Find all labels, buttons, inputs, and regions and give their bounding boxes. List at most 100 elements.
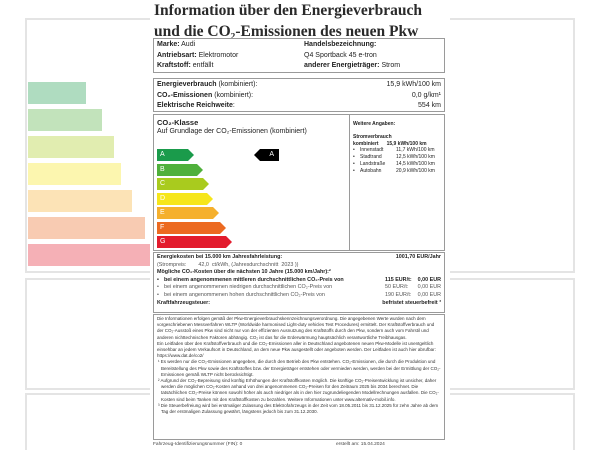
co2-label-text: CO₂-Emissionen bbox=[157, 91, 213, 99]
energietraeger-label: anderer Energieträger: bbox=[304, 62, 380, 69]
kraftstoff-value: entfällt bbox=[192, 62, 214, 69]
range-value: 554 km bbox=[418, 102, 441, 109]
co2-class-bar-c: C bbox=[157, 178, 209, 190]
co2-class-bar-e: E bbox=[157, 207, 219, 219]
strompreis: (Strompreis: 42,0 ct/kWh, (Jahresdurchsc… bbox=[157, 261, 299, 268]
further-item-value: 12,5 kWh/100 km bbox=[396, 154, 435, 161]
co2-cost-row: • bei einem angenommenen hohen durchschni… bbox=[157, 292, 441, 300]
lower-section: Die Informationen erfolgen gemäß der Pkw… bbox=[153, 314, 445, 448]
co2-cost-row: • bei einem angenommenen mittleren durchs… bbox=[157, 277, 441, 285]
vehicle-right-col: Handelsbezeichnung: Q4 Sportback 45 e-tr… bbox=[304, 40, 400, 72]
further-heading: Weitere Angaben: bbox=[353, 121, 396, 127]
range-colon: : bbox=[232, 102, 235, 109]
tax-label: Kraftfahrzeugsteuer: bbox=[157, 299, 211, 306]
kombiniert-value: 15,9 kWh/100 km bbox=[386, 140, 427, 147]
co2-class-bar-g: G bbox=[157, 236, 232, 248]
marke-value: Audi bbox=[181, 41, 196, 48]
further-item-label: Stadtrand bbox=[360, 154, 382, 161]
further-item-label: Autobahn bbox=[360, 167, 382, 174]
fin: Fahrzeug-Identifizierungsnummer (FIN): 0 bbox=[153, 442, 243, 447]
energy-qualifier: (kombiniert): bbox=[218, 81, 258, 88]
energy-value: 15,9 kWh/100 km bbox=[386, 81, 441, 88]
energy-label-text: Energieverbrauch bbox=[157, 81, 217, 88]
co2-class-bar-a: A bbox=[157, 149, 194, 161]
background-class-bar bbox=[28, 217, 146, 239]
background-class-bar bbox=[28, 190, 133, 212]
footnote-2: ² Aufgrund der CO₂-Bepreisung sind künft… bbox=[158, 378, 439, 402]
co2-cost-text: bei einem angenommenen niedrigen durchsc… bbox=[164, 284, 333, 291]
further-item: • Stadtrand 12,5 kWh/100 km bbox=[353, 154, 445, 161]
handel-value: Q4 Sportback 45 e-tron bbox=[304, 51, 377, 59]
handel-label: Handelsbezeichnung: bbox=[304, 41, 377, 48]
bullet: • bbox=[353, 154, 355, 161]
strom-label: Stromverbrauch bbox=[353, 133, 392, 140]
current-class-indicator: A bbox=[254, 149, 279, 161]
bullet: • bbox=[157, 291, 159, 298]
background-class-bar bbox=[28, 136, 114, 158]
co2-value: 0,0 g/km¹ bbox=[411, 91, 441, 99]
co2-price: 190 EUR/t: bbox=[385, 291, 412, 298]
divider bbox=[349, 115, 350, 250]
notes-box: Die Informationen erfolgen gemäß der Pkw… bbox=[153, 314, 445, 440]
label-title: Information über den Energieverbrauch un… bbox=[154, 0, 450, 42]
co2-class-bar-d: D bbox=[157, 192, 213, 205]
kraftstoff-label: Kraftstoff: bbox=[157, 62, 191, 69]
co2-row: CO₂-Emissionen (kombiniert): 0,0 g/km¹ bbox=[157, 91, 441, 102]
kombiniert-label: kombiniert bbox=[353, 140, 379, 147]
energy-label: Information über den Energieverbrauch un… bbox=[150, 0, 450, 450]
bullet: • bbox=[157, 276, 159, 283]
co2-cost-value: 0,00 EUR bbox=[417, 284, 441, 291]
energy-cost-label: Energiekosten bei 15.000 km Jahresfahrle… bbox=[157, 254, 283, 260]
further-item-value: 11,7 kWh/100 km bbox=[396, 147, 435, 154]
co2-class-subheading: Auf Grundlage der CO₂-Emissionen (kombin… bbox=[157, 128, 307, 135]
costs-box: Energiekosten bei 15.000 km Jahresfahrle… bbox=[153, 252, 445, 313]
created-date: erstellt am: 15.04.2024 bbox=[336, 442, 385, 447]
title-line: und die CO₂-Emissionen des neuen Pkw bbox=[154, 23, 419, 40]
further-item-value: 14,5 kWh/100 km bbox=[396, 160, 435, 167]
co2-cost-rows: • bei einem angenommenen mittleren durchs… bbox=[157, 277, 441, 300]
further-info: Weitere Angaben: Stromverbrauch kombinie… bbox=[353, 121, 445, 175]
note-paragraph: Die Informationen erfolgen gemäß der Pkw… bbox=[157, 316, 435, 340]
further-item-value: 20,9 kWh/100 km bbox=[396, 167, 435, 174]
energy-cost-value: 1001,70 EUR/Jahr bbox=[395, 254, 441, 260]
co2-cost-row: • bei einem angenommenen niedrigen durchs… bbox=[157, 284, 441, 292]
co2-cost-value: 0,00 EUR bbox=[417, 291, 441, 298]
co2-cost-heading: Mögliche CO₂-Kosten über die nächsten 10… bbox=[157, 269, 331, 276]
vehicle-left-col: Marke: Audi Antriebsart: Elektromotor Kr… bbox=[157, 40, 238, 72]
co2-price: 50 EUR/t: bbox=[385, 284, 409, 291]
co2-cost-text: bei einem angenommenen hohen durchschnit… bbox=[164, 291, 325, 298]
marke-label: Marke: bbox=[157, 41, 180, 48]
co2-class-heading: CO₂-Klasse bbox=[157, 118, 199, 127]
bullet: • bbox=[353, 147, 355, 154]
range-label-text: Elektrische Reichweite bbox=[157, 102, 233, 109]
marke-row: Marke: Audi bbox=[157, 40, 238, 51]
title-line: Information über den Energieverbrauch bbox=[154, 2, 422, 19]
background-class-bar bbox=[28, 163, 121, 185]
further-item: • Innenstadt 11,7 kWh/100 km bbox=[353, 147, 445, 154]
co2-class-bar-b: B bbox=[157, 163, 203, 176]
antrieb-value: Elektromotor bbox=[198, 51, 239, 59]
bullet: • bbox=[353, 167, 355, 174]
vehicle-info-box: Marke: Audi Antriebsart: Elektromotor Kr… bbox=[153, 38, 445, 73]
co2-cost-text: bei einem angenommenen mittleren durchsc… bbox=[164, 276, 344, 283]
consumption-box: Energieverbrauch (kombiniert): 15,9 kWh/1… bbox=[153, 78, 445, 112]
footnote-3: ³ Die Steuerbefreiung wird bei erstmalig… bbox=[158, 402, 439, 415]
background-class-bar bbox=[28, 82, 86, 104]
background-class-bar bbox=[28, 109, 103, 131]
bullet: • bbox=[353, 160, 355, 167]
co2-qualifier: (kombiniert): bbox=[214, 91, 254, 99]
footer: Fahrzeug-Identifizierungsnummer (FIN): 0… bbox=[153, 441, 445, 448]
antrieb-row: Antriebsart: Elektromotor bbox=[157, 51, 238, 62]
further-item-label: Landstraße bbox=[360, 160, 386, 167]
co2-class-box: CO₂-Klasse Auf Grundlage der CO₂-Emissio… bbox=[153, 114, 445, 251]
further-item: • Autobahn 20,9 kWh/100 km bbox=[353, 168, 445, 175]
further-items: • Innenstadt 11,7 kWh/100 km • Stadtrand 12,5… bbox=[353, 147, 445, 174]
kraftstoff-row: Kraftstoff: entfällt bbox=[157, 61, 238, 72]
bullet: • bbox=[157, 284, 159, 291]
further-item: • Landstraße 14,5 kWh/100 km bbox=[353, 161, 445, 168]
co2-class-bar-f: F bbox=[157, 221, 226, 234]
co2-price: 115 EUR/t: bbox=[385, 276, 412, 283]
further-item-label: Innenstadt bbox=[360, 147, 384, 154]
range-row: Elektrische Reichweite: 554 km bbox=[157, 101, 441, 112]
energy-row: Energieverbrauch (kombiniert): 15,9 kWh/1… bbox=[157, 80, 441, 91]
